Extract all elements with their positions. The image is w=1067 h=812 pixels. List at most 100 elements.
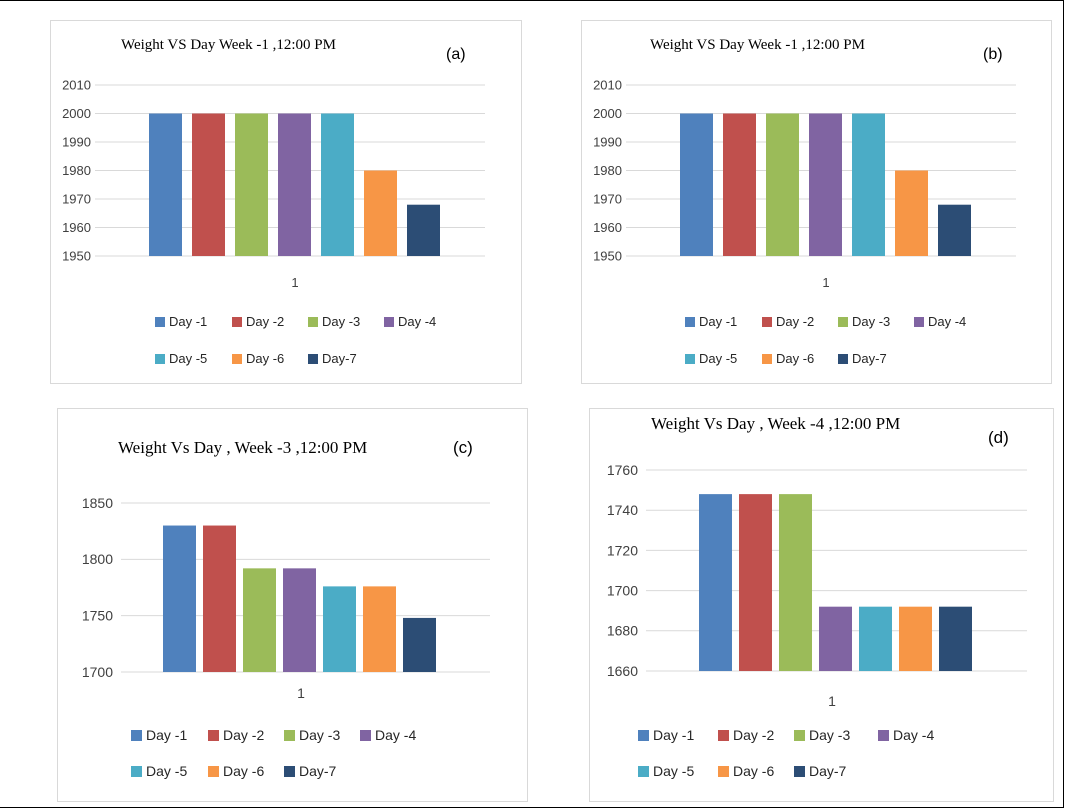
y-tick-label: 1990 <box>62 135 91 150</box>
legend-swatch <box>232 354 242 364</box>
legend-swatch <box>718 766 729 777</box>
panel-letter: (a) <box>446 46 466 63</box>
y-tick-label: 1720 <box>607 542 638 558</box>
bar-day-5 <box>852 113 885 256</box>
legend-swatch <box>208 766 219 777</box>
bar-day-4 <box>809 113 842 256</box>
y-tick-label: 1680 <box>607 623 638 639</box>
y-tick-label: 1950 <box>62 249 91 264</box>
legend-swatch <box>762 354 772 364</box>
legend-swatch <box>685 317 695 327</box>
y-tick-label: 2010 <box>62 78 91 93</box>
chart-panel-a: Weight VS Day Week -1 ,12:00 PM (a) 1950… <box>50 20 522 384</box>
legend-swatch <box>131 730 142 741</box>
y-tick-label: 1990 <box>593 135 622 150</box>
chart-svg-c: Weight Vs Day , Week -3 ,12:00 PM (c) 17… <box>82 438 490 779</box>
bar-day-2 <box>203 525 236 672</box>
legend-label: Day -6 <box>776 351 814 366</box>
bar-day-3 <box>766 113 799 256</box>
bar-day-5 <box>321 113 354 256</box>
chart-panel-b: Weight VS Day Week -1 ,12:00 PM (b) 1950… <box>581 20 1052 384</box>
x-tick-label: 1 <box>828 693 836 709</box>
legend-swatch <box>284 766 295 777</box>
y-tick-label: 1850 <box>82 495 113 511</box>
legend-swatch <box>838 317 848 327</box>
y-tick-label: 1960 <box>62 220 91 235</box>
chart-title: Weight VS Day Week -1 ,12:00 PM <box>650 37 865 53</box>
legend-swatch <box>360 730 371 741</box>
x-tick-label: 1 <box>297 685 305 701</box>
legend-swatch <box>384 317 394 327</box>
bar-day-6 <box>363 586 396 672</box>
legend-label: Day-7 <box>852 351 887 366</box>
bar-day-7 <box>939 606 972 671</box>
legend-label: Day -2 <box>223 727 264 743</box>
bar-day-6 <box>895 170 928 256</box>
chart-svg-d: Weight Vs Day , Week -4 ,12:00 PM (d) 16… <box>607 414 1027 779</box>
y-tick-label: 1740 <box>607 502 638 518</box>
legend-label: Day -5 <box>699 351 737 366</box>
chart-title: Weight VS Day Week -1 ,12:00 PM <box>121 37 336 53</box>
panel-letter: (b) <box>983 46 1003 63</box>
y-tick-label: 2000 <box>593 106 622 121</box>
legend-swatch <box>718 730 729 741</box>
chart-svg-a: Weight VS Day Week -1 ,12:00 PM (a) 1950… <box>62 37 485 366</box>
bar-day-7 <box>403 617 436 672</box>
legend-swatch <box>794 766 805 777</box>
legend-swatch <box>638 766 649 777</box>
legend-label: Day -2 <box>776 314 814 329</box>
x-tick-label: 1 <box>291 275 298 290</box>
bar-day-1 <box>163 525 196 672</box>
y-tick-label: 1960 <box>593 220 622 235</box>
legend-swatch <box>208 730 219 741</box>
y-tick-label: 2010 <box>593 78 622 93</box>
bar-day-4 <box>819 606 852 671</box>
bar-day-1 <box>680 113 713 256</box>
bar-day-7 <box>407 204 440 256</box>
legend-swatch <box>308 354 318 364</box>
bar-day-3 <box>779 494 812 671</box>
legend-label: Day -5 <box>146 763 187 779</box>
legend-label: Day -6 <box>733 763 774 779</box>
legend-label: Day -2 <box>733 727 774 743</box>
chart-title: Weight Vs Day , Week -3 ,12:00 PM <box>118 438 367 457</box>
y-tick-label: 1970 <box>593 192 622 207</box>
bar-day-4 <box>283 568 316 672</box>
chart-svg-b: Weight VS Day Week -1 ,12:00 PM (b) 1950… <box>593 37 1016 366</box>
y-tick-label: 1950 <box>593 249 622 264</box>
bar-day-2 <box>192 113 225 256</box>
legend-label: Day -3 <box>809 727 850 743</box>
bar-day-3 <box>243 568 276 672</box>
legend-swatch <box>914 317 924 327</box>
x-tick-label: 1 <box>822 275 829 290</box>
legend-label: Day -1 <box>653 727 694 743</box>
bar-day-6 <box>899 606 932 671</box>
y-tick-label: 1700 <box>82 664 113 680</box>
bar-day-2 <box>739 494 772 671</box>
legend-swatch <box>638 730 649 741</box>
legend-swatch <box>878 730 889 741</box>
panel-letter: (d) <box>988 428 1009 447</box>
y-tick-label: 1970 <box>62 192 91 207</box>
legend-label: Day-7 <box>809 763 847 779</box>
legend-label: Day -6 <box>246 351 284 366</box>
y-tick-label: 1980 <box>593 163 622 178</box>
panel-letter: (c) <box>453 438 473 457</box>
bar-day-1 <box>699 494 732 671</box>
legend-label: Day -4 <box>398 314 436 329</box>
bar-day-3 <box>235 113 268 256</box>
bar-day-2 <box>723 113 756 256</box>
legend-swatch <box>794 730 805 741</box>
legend-label: Day -3 <box>322 314 360 329</box>
bar-day-4 <box>278 113 311 256</box>
legend-swatch <box>155 354 165 364</box>
legend-swatch <box>284 730 295 741</box>
legend-label: Day -1 <box>169 314 207 329</box>
y-tick-label: 1980 <box>62 163 91 178</box>
legend-label: Day -4 <box>893 727 934 743</box>
y-tick-label: 1700 <box>607 583 638 599</box>
legend-label: Day-7 <box>322 351 357 366</box>
chart-panel-d: Weight Vs Day , Week -4 ,12:00 PM (d) 16… <box>589 408 1054 802</box>
y-tick-label: 1760 <box>607 462 638 478</box>
